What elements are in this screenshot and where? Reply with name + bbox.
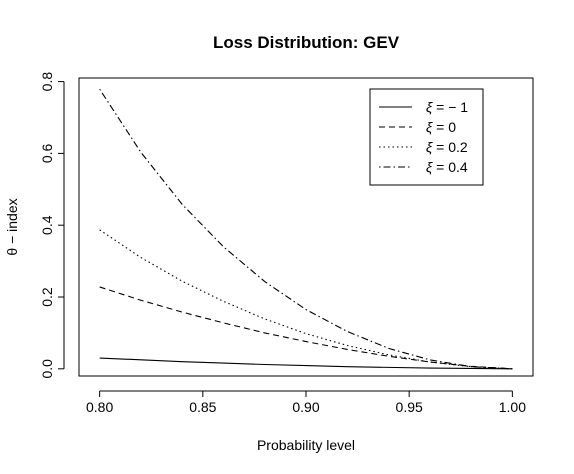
y-tick-label: 0.4 <box>39 215 55 235</box>
series-line-2 <box>99 229 513 370</box>
x-tick-label: 1.00 <box>499 399 526 415</box>
legend-label: ξ = − 1 <box>426 99 468 115</box>
legend-label: ξ = 0.4 <box>426 159 468 175</box>
series-group <box>99 88 513 370</box>
y-tick-label: 0.6 <box>39 143 55 163</box>
y-axis-label: θ − index <box>4 198 20 255</box>
x-axis: 0.80 0.85 0.90 0.95 1.00 <box>86 390 526 415</box>
legend-box <box>369 88 484 186</box>
x-tick-label: 0.90 <box>292 399 319 415</box>
legend-label: ξ = 0.2 <box>426 139 468 155</box>
x-axis-label: Probability level <box>257 437 355 453</box>
chart-title: Loss Distribution: GEV <box>213 33 400 52</box>
y-axis: 0.0 0.2 0.4 0.6 0.8 <box>39 72 65 379</box>
y-tick-label: 0.2 <box>39 287 55 307</box>
y-tick-label: 0.8 <box>39 72 55 92</box>
x-tick-label: 0.95 <box>396 399 423 415</box>
series-line-1 <box>99 286 513 370</box>
series-line-3 <box>99 88 513 370</box>
x-tick-label: 0.80 <box>86 399 113 415</box>
y-tick-label: 0.0 <box>39 359 55 379</box>
legend-label: ξ = 0 <box>426 119 456 135</box>
legend: ξ = − 1 ξ = 0 ξ = 0.2 ξ = 0.4 <box>369 88 484 186</box>
series-line-0 <box>99 357 513 370</box>
x-tick-label: 0.85 <box>189 399 216 415</box>
plot-frame <box>78 77 534 377</box>
